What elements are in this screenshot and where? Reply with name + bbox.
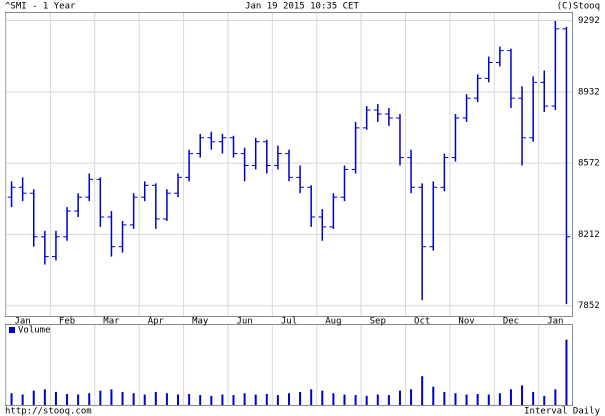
x-tick-label: May xyxy=(192,317,209,327)
volume-bar xyxy=(398,390,401,405)
volume-bar xyxy=(43,389,46,405)
volume-bar xyxy=(410,389,413,405)
volume-bar xyxy=(554,389,557,405)
volume-bar xyxy=(154,391,157,405)
volume-bar xyxy=(332,393,335,405)
volume-bar xyxy=(387,395,390,405)
x-tick-label: Sep xyxy=(370,317,386,327)
interval: Interval Daily xyxy=(524,407,600,416)
volume-bar xyxy=(188,394,191,405)
volume-bar xyxy=(99,390,102,405)
y-tick-label: 8932 xyxy=(578,87,600,97)
volume-bar xyxy=(321,390,324,405)
volume-bar xyxy=(376,394,379,405)
volume-bar xyxy=(232,395,235,405)
volume-bar xyxy=(221,394,224,405)
volume-bar xyxy=(21,394,24,405)
volume-bar xyxy=(143,394,146,405)
volume-bar xyxy=(454,393,457,405)
x-tick-label: Mar xyxy=(103,317,120,327)
volume-bar xyxy=(276,395,279,405)
chart-title: ^SMI - 1 Year xyxy=(5,2,76,12)
volume-bar xyxy=(199,395,202,405)
volume-bar xyxy=(365,395,368,405)
y-tick-label: 8212 xyxy=(578,230,600,240)
legend-label: Volume xyxy=(18,326,51,336)
x-tick-label: Jan xyxy=(15,317,31,327)
volume-bar xyxy=(432,386,435,405)
volume-bar xyxy=(110,389,113,405)
volume-bar xyxy=(476,394,479,405)
url: http://stooq.com xyxy=(5,407,92,416)
volume-bar xyxy=(443,391,446,405)
volume-bar xyxy=(265,394,268,405)
x-tick-label: Apr xyxy=(148,317,165,327)
x-tick-label: Jul xyxy=(281,317,297,327)
legend-swatch xyxy=(9,327,15,333)
volume-bar xyxy=(54,391,57,405)
y-tick-label: 9292 xyxy=(578,16,600,26)
volume-bar xyxy=(210,395,213,405)
chart-subtitle: Jan 19 2015 10:35 CET xyxy=(245,2,359,12)
x-tick-label: Nov xyxy=(458,317,474,327)
volume-bar xyxy=(509,389,512,405)
x-tick-label: Aug xyxy=(325,317,341,327)
volume-bar xyxy=(465,394,468,405)
x-tick-label: Feb xyxy=(59,317,75,327)
volume-bar xyxy=(310,389,313,405)
volume-bar xyxy=(343,394,346,405)
volume-bar xyxy=(543,395,546,405)
volume-bar xyxy=(165,393,168,405)
volume-bar xyxy=(243,393,246,405)
y-tick-label: 7852 xyxy=(578,301,600,311)
volume-bar xyxy=(487,394,490,405)
volume-bar xyxy=(177,394,180,405)
volume-bar xyxy=(532,391,535,405)
volume-bar xyxy=(121,391,124,405)
x-tick-label: Oct xyxy=(414,317,430,327)
volume-bar xyxy=(521,385,524,405)
volume-bar xyxy=(10,393,13,405)
volume-bar xyxy=(88,393,91,405)
source: (C)Stooq xyxy=(557,2,600,12)
volume-bar xyxy=(421,376,424,405)
volume-bar xyxy=(354,395,357,405)
volume-bar xyxy=(288,393,290,405)
x-tick-label: Jun xyxy=(236,317,252,327)
volume-bar xyxy=(565,339,568,405)
x-tick-label: Jan xyxy=(547,317,563,327)
volume-bar xyxy=(132,393,135,405)
volume-bar xyxy=(32,390,35,405)
volume-bar xyxy=(254,394,257,405)
volume-bar xyxy=(498,393,501,405)
y-tick-label: 8572 xyxy=(578,159,600,169)
x-tick-label: Dec xyxy=(503,317,519,327)
volume-bar xyxy=(77,394,80,405)
volume-bar xyxy=(66,394,69,405)
volume-bar xyxy=(299,391,302,405)
